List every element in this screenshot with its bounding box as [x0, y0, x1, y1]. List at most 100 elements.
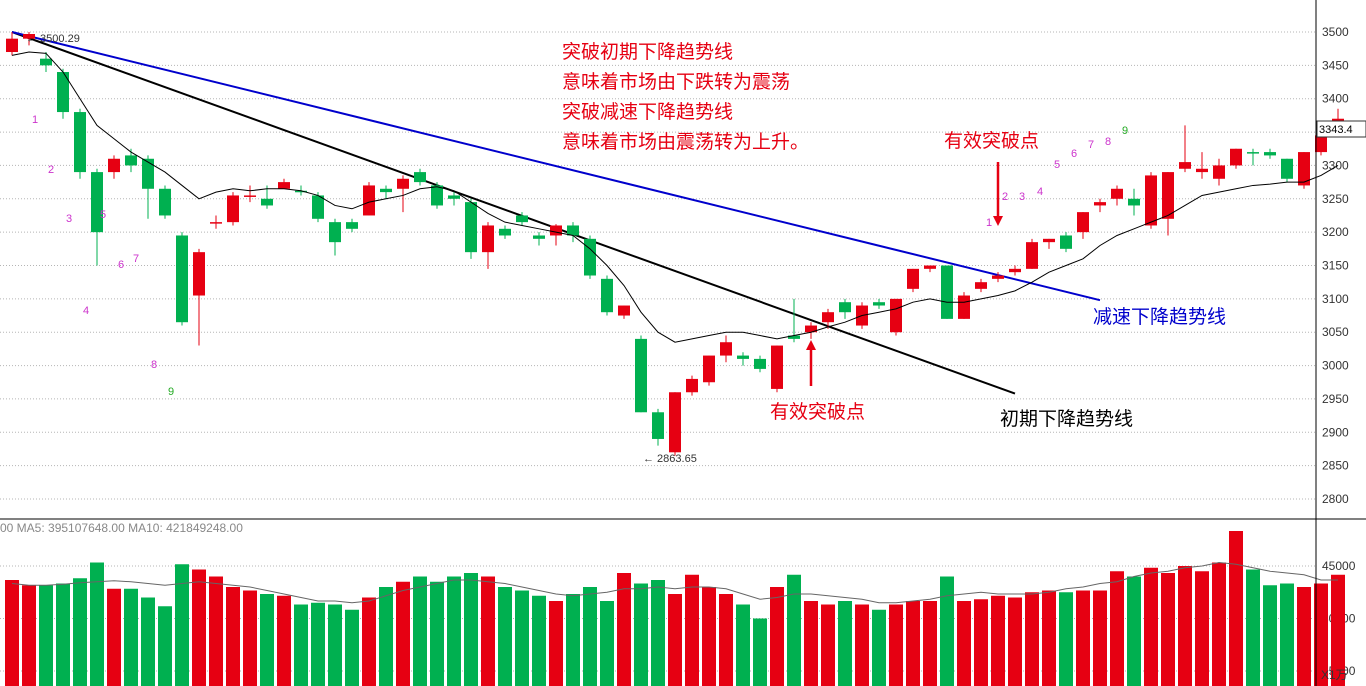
candle: [23, 32, 35, 46]
td-count-right: 6: [1071, 148, 1077, 160]
td-count-right: 9: [1122, 125, 1128, 137]
volume-bar: [804, 601, 818, 686]
candle-body: [1094, 202, 1106, 206]
candle: [465, 198, 477, 259]
candle: [1009, 265, 1021, 276]
td-count-right: 5: [1054, 159, 1060, 171]
td-count-left: 2: [48, 164, 54, 176]
candle: [210, 215, 222, 229]
candle: [601, 275, 613, 316]
candle-body: [227, 195, 239, 223]
volume-bar: [226, 587, 240, 686]
candle: [1281, 158, 1293, 183]
candle: [227, 192, 239, 226]
candle-body: [584, 238, 596, 276]
candle-body: [295, 190, 307, 193]
candle-body: [210, 222, 222, 224]
candle: [329, 218, 341, 256]
candle-body: [822, 312, 834, 323]
candle: [839, 298, 851, 319]
volume-bar: [1229, 531, 1243, 686]
td-count-left: 1: [32, 114, 38, 126]
price-tick-label: 2900: [1322, 425, 1349, 439]
candle: [414, 168, 426, 186]
volume-bar: [1178, 566, 1192, 686]
candle-body: [975, 282, 987, 289]
volume-bar: [702, 587, 716, 686]
volume-bar: [430, 581, 444, 686]
candle: [992, 272, 1004, 283]
volume-bar: [906, 601, 920, 686]
candle-body: [1077, 212, 1089, 233]
volume-bar: [22, 585, 36, 686]
volume-bar: [209, 576, 223, 686]
volume-bar: [1127, 576, 1141, 686]
candle-body: [125, 155, 137, 166]
volume-bar: [1280, 583, 1294, 686]
volume-bar: [447, 576, 461, 686]
candle: [737, 352, 749, 366]
volume-bar: [90, 562, 104, 686]
volume-bar: [821, 604, 835, 686]
candle: [652, 408, 664, 446]
volume-bar: [634, 583, 648, 686]
candle: [261, 185, 273, 209]
candle-body: [839, 302, 851, 313]
candle: [584, 235, 596, 279]
volume-bar: [974, 599, 988, 686]
slow-trendline: [11, 31, 1101, 302]
trendlines: [11, 31, 1101, 395]
candle-body: [108, 158, 120, 173]
candle: [1026, 238, 1038, 269]
candle: [550, 224, 562, 246]
volume-bar: [1246, 569, 1260, 686]
candle-body: [1281, 158, 1293, 179]
candle-body: [1060, 235, 1072, 249]
td-count-left: 3: [66, 213, 72, 225]
candle-body: [669, 392, 681, 453]
volume-bar: [56, 583, 70, 686]
volume-bar: [566, 594, 580, 686]
volume-bar: [549, 601, 563, 686]
volume-ma: [11, 561, 1338, 604]
volume-tick-label: 45000: [1322, 559, 1356, 573]
candle: [1264, 148, 1276, 159]
initial-trendline: [11, 31, 1016, 395]
candle-body: [958, 295, 970, 319]
candle-body: [1111, 188, 1123, 199]
volume-bar: [1110, 571, 1124, 686]
volume-bar: [73, 578, 87, 686]
candle-body: [499, 228, 511, 236]
initial-trendline-label: 初期下降趋势线: [1000, 408, 1133, 430]
candle: [1196, 152, 1208, 179]
candle-body: [1196, 168, 1208, 173]
candle: [1043, 238, 1055, 249]
candle: [159, 185, 171, 219]
candle: [346, 218, 358, 233]
candle: [40, 52, 52, 73]
candles: [6, 32, 1344, 456]
breakout-arrow-upper: [993, 162, 1003, 226]
candle: [754, 355, 766, 373]
price-tick-label: 3100: [1322, 292, 1349, 306]
volume-unit: X1万: [1321, 668, 1348, 682]
candle-body: [635, 338, 647, 413]
volume-bar: [838, 601, 852, 686]
candle-body: [601, 278, 613, 313]
candle-body: [771, 345, 783, 389]
td-count-right: 3: [1019, 191, 1025, 203]
candle-body: [703, 355, 715, 383]
candle-body: [533, 235, 545, 239]
candle: [618, 305, 630, 319]
td-count-left: 4: [83, 305, 89, 317]
volume-bar: [1263, 585, 1277, 686]
candle-body: [805, 325, 817, 333]
volume-bar: [141, 597, 155, 686]
volume-bar: [787, 574, 801, 686]
candle-body: [873, 302, 885, 306]
candle: [57, 68, 69, 119]
candle: [890, 298, 902, 336]
td-count-right: 7: [1088, 139, 1094, 151]
candle: [1213, 158, 1225, 186]
candle-body: [618, 305, 630, 316]
